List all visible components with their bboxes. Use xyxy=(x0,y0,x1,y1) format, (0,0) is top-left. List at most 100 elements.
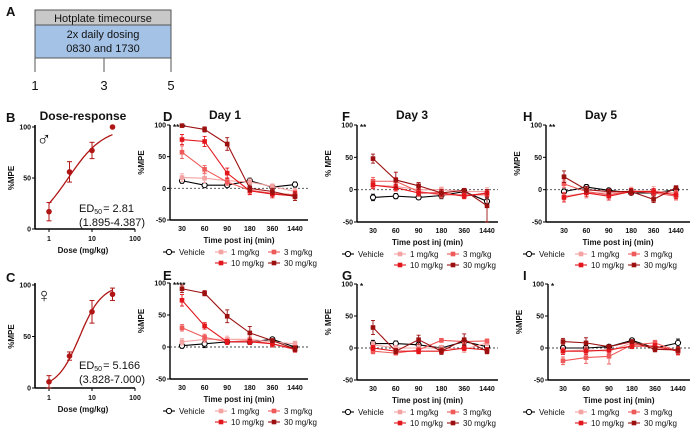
data-point xyxy=(560,339,566,344)
legend-label: Vehicle xyxy=(358,250,384,259)
legend-marker xyxy=(578,251,584,257)
y-axis-title: %MPE xyxy=(7,324,16,349)
ed50-subscript: 50 xyxy=(94,366,102,373)
x-tick-label: 360 xyxy=(267,385,279,392)
data-point xyxy=(606,344,612,350)
data-point xyxy=(560,348,566,354)
data-point xyxy=(461,337,467,342)
x-tick-label: 30 xyxy=(560,228,568,235)
legend-label: 30 mg/kg xyxy=(463,419,496,428)
data-point xyxy=(109,291,116,298)
panel-f: F Day 3 ** -50 0 50 100 30 60 90 180 360 1440 Time po… xyxy=(324,108,498,270)
y-axis-title: % MPE xyxy=(324,308,333,335)
legend-marker xyxy=(578,409,584,415)
y-axis-title: %MPE xyxy=(7,165,16,190)
y-tick-label: 50 xyxy=(345,155,353,162)
data-point xyxy=(370,178,376,184)
data-point xyxy=(583,340,589,346)
timeline-tick-label: 1 xyxy=(31,78,38,93)
series-line xyxy=(563,345,679,352)
data-point xyxy=(651,197,656,202)
data-point xyxy=(652,346,658,352)
panel-label: B xyxy=(6,110,15,125)
legend-marker xyxy=(631,262,637,268)
x-tick-label: 90 xyxy=(223,226,231,233)
x-axis-title: Time post inj (min) xyxy=(584,396,655,405)
data-point xyxy=(439,348,444,354)
x-tick-label: 30 xyxy=(178,226,186,233)
x-tick-label: 90 xyxy=(605,386,613,393)
fit-curve xyxy=(48,289,113,383)
legend-item: 3 mg/kg xyxy=(628,250,672,259)
x-tick-label: 1440 xyxy=(287,385,303,392)
data-point xyxy=(292,346,298,352)
legend-item: Vehicle xyxy=(163,407,205,416)
series-line xyxy=(372,184,487,193)
fit-curve xyxy=(48,134,113,204)
series-line xyxy=(181,151,296,196)
x-tick-label: 360 xyxy=(649,386,661,393)
data-point xyxy=(583,348,589,354)
y-tick-label: 100 xyxy=(19,125,31,132)
legend-item: 1 mg/kg xyxy=(215,248,259,257)
data-point xyxy=(66,353,73,359)
significance-marker: **** xyxy=(173,123,186,132)
data-point xyxy=(179,339,185,345)
panel-label: E xyxy=(163,268,172,283)
x-axis-title: Time post inj (min) xyxy=(392,396,463,405)
data-point xyxy=(651,189,656,194)
x-tick-label: 360 xyxy=(458,228,470,235)
data-point xyxy=(292,341,298,347)
ed50-ci: (3.828-7.000) xyxy=(79,374,145,386)
legend-item: 3 mg/kg xyxy=(268,248,312,257)
x-tick-label: 60 xyxy=(201,385,209,392)
significance-marker: * xyxy=(551,282,555,291)
ed50-subscript: 50 xyxy=(94,209,102,216)
legend-item: 3 mg/kg xyxy=(447,250,491,259)
series-3-mg-kg xyxy=(179,145,298,199)
data-point xyxy=(202,175,207,181)
legend-marker xyxy=(271,260,277,266)
panel-label: G xyxy=(342,268,352,283)
y-tick-label: 100 xyxy=(154,123,166,130)
data-point xyxy=(393,177,399,183)
data-point xyxy=(416,337,421,342)
panel-label: D xyxy=(163,109,172,124)
legend-marker xyxy=(271,249,277,255)
legend-label: Vehicle xyxy=(539,250,565,259)
legend-marker xyxy=(631,420,637,426)
chart-title: Day 3 xyxy=(396,108,428,122)
series-30-mg-kg xyxy=(561,170,679,204)
y-tick-label: 0 xyxy=(162,345,166,352)
data-point xyxy=(247,330,253,336)
panel-e: E**** -50 0 50 100 30 60 90 180 360 1440 Time post … xyxy=(137,268,317,427)
chart-title: Dose-response xyxy=(40,109,127,123)
legend-marker xyxy=(525,250,533,258)
data-point xyxy=(179,297,185,303)
x-axis-title: Dose (mg/kg) xyxy=(58,246,109,255)
data-point xyxy=(416,183,421,189)
legend-marker xyxy=(397,262,403,268)
x-axis-title: Time post inj (min) xyxy=(392,238,463,247)
panel-label: F xyxy=(342,109,350,124)
x-tick-label: 30 xyxy=(369,228,377,235)
data-point xyxy=(46,379,52,385)
y-axis-title: %MPE xyxy=(515,309,524,334)
timeline-dosing-line1: 2x daily dosing xyxy=(67,29,140,41)
data-point xyxy=(370,156,376,161)
y-tick-label: -50 xyxy=(156,377,166,384)
data-point xyxy=(224,170,230,176)
male-symbol: ♂ xyxy=(37,129,52,151)
legend-label: 1 mg/kg xyxy=(410,408,438,417)
x-tick-label: 1440 xyxy=(479,386,495,393)
legend-label: 10 mg/kg xyxy=(410,261,443,270)
data-point xyxy=(179,286,185,292)
legend-marker xyxy=(450,420,456,426)
legend-marker xyxy=(271,408,277,414)
y-tick-label: -50 xyxy=(534,378,544,385)
data-point xyxy=(606,193,612,199)
x-tick-label: 180 xyxy=(626,386,638,393)
legend-label: 1 mg/kg xyxy=(591,408,619,417)
data-point xyxy=(179,149,185,155)
